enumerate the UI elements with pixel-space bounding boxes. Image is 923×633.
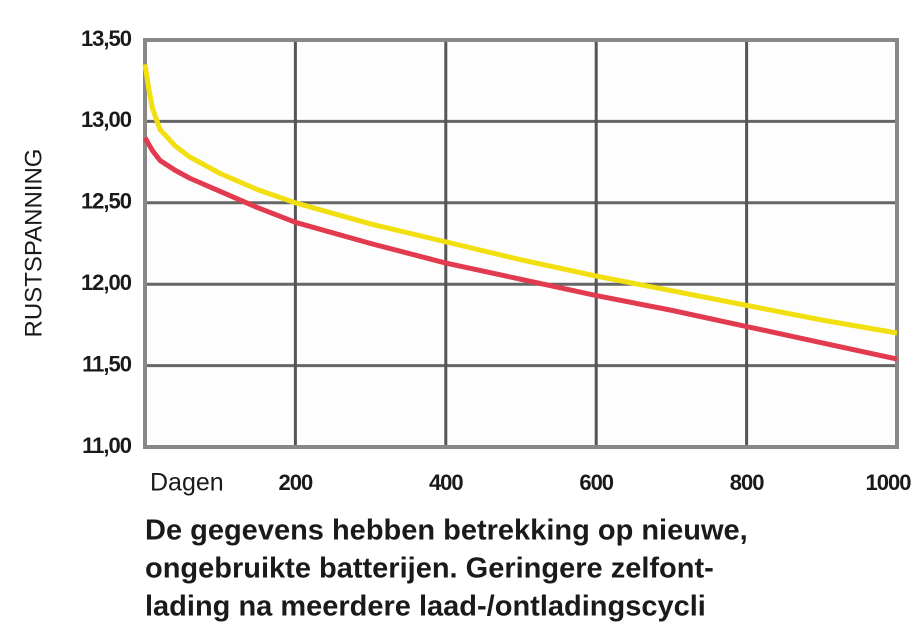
x-tick-label: 800 [730, 470, 764, 495]
caption-line: De gegevens hebben betrekking op nieuwe, [145, 515, 748, 547]
line-series [142, 136, 898, 362]
y-tick-label: 13,00 [81, 107, 132, 132]
x-tick-label: 600 [579, 470, 613, 495]
caption-line: ongebruikte batterijen. Geringere zelfon… [145, 553, 714, 585]
y-tick-label: 12,50 [81, 189, 132, 214]
y-tick-label: 11,50 [82, 351, 132, 376]
plot-area [145, 40, 897, 447]
x-tick-label: 400 [429, 470, 463, 495]
y-axis-label: RUSTSPANNING [20, 149, 47, 338]
y-tick-label: 12,00 [81, 270, 132, 295]
caption-line: lading na meerdere laad-/ontladingscycli [145, 591, 706, 623]
line-series [142, 64, 898, 336]
y-tick-label: 13,50 [81, 26, 132, 51]
plot-frame [143, 38, 899, 449]
x-axis-label: Dagen [150, 469, 224, 497]
y-tick-label: 11,00 [82, 433, 132, 458]
x-tick-label: 1000 [866, 470, 912, 495]
x-tick-label: 200 [279, 470, 313, 495]
